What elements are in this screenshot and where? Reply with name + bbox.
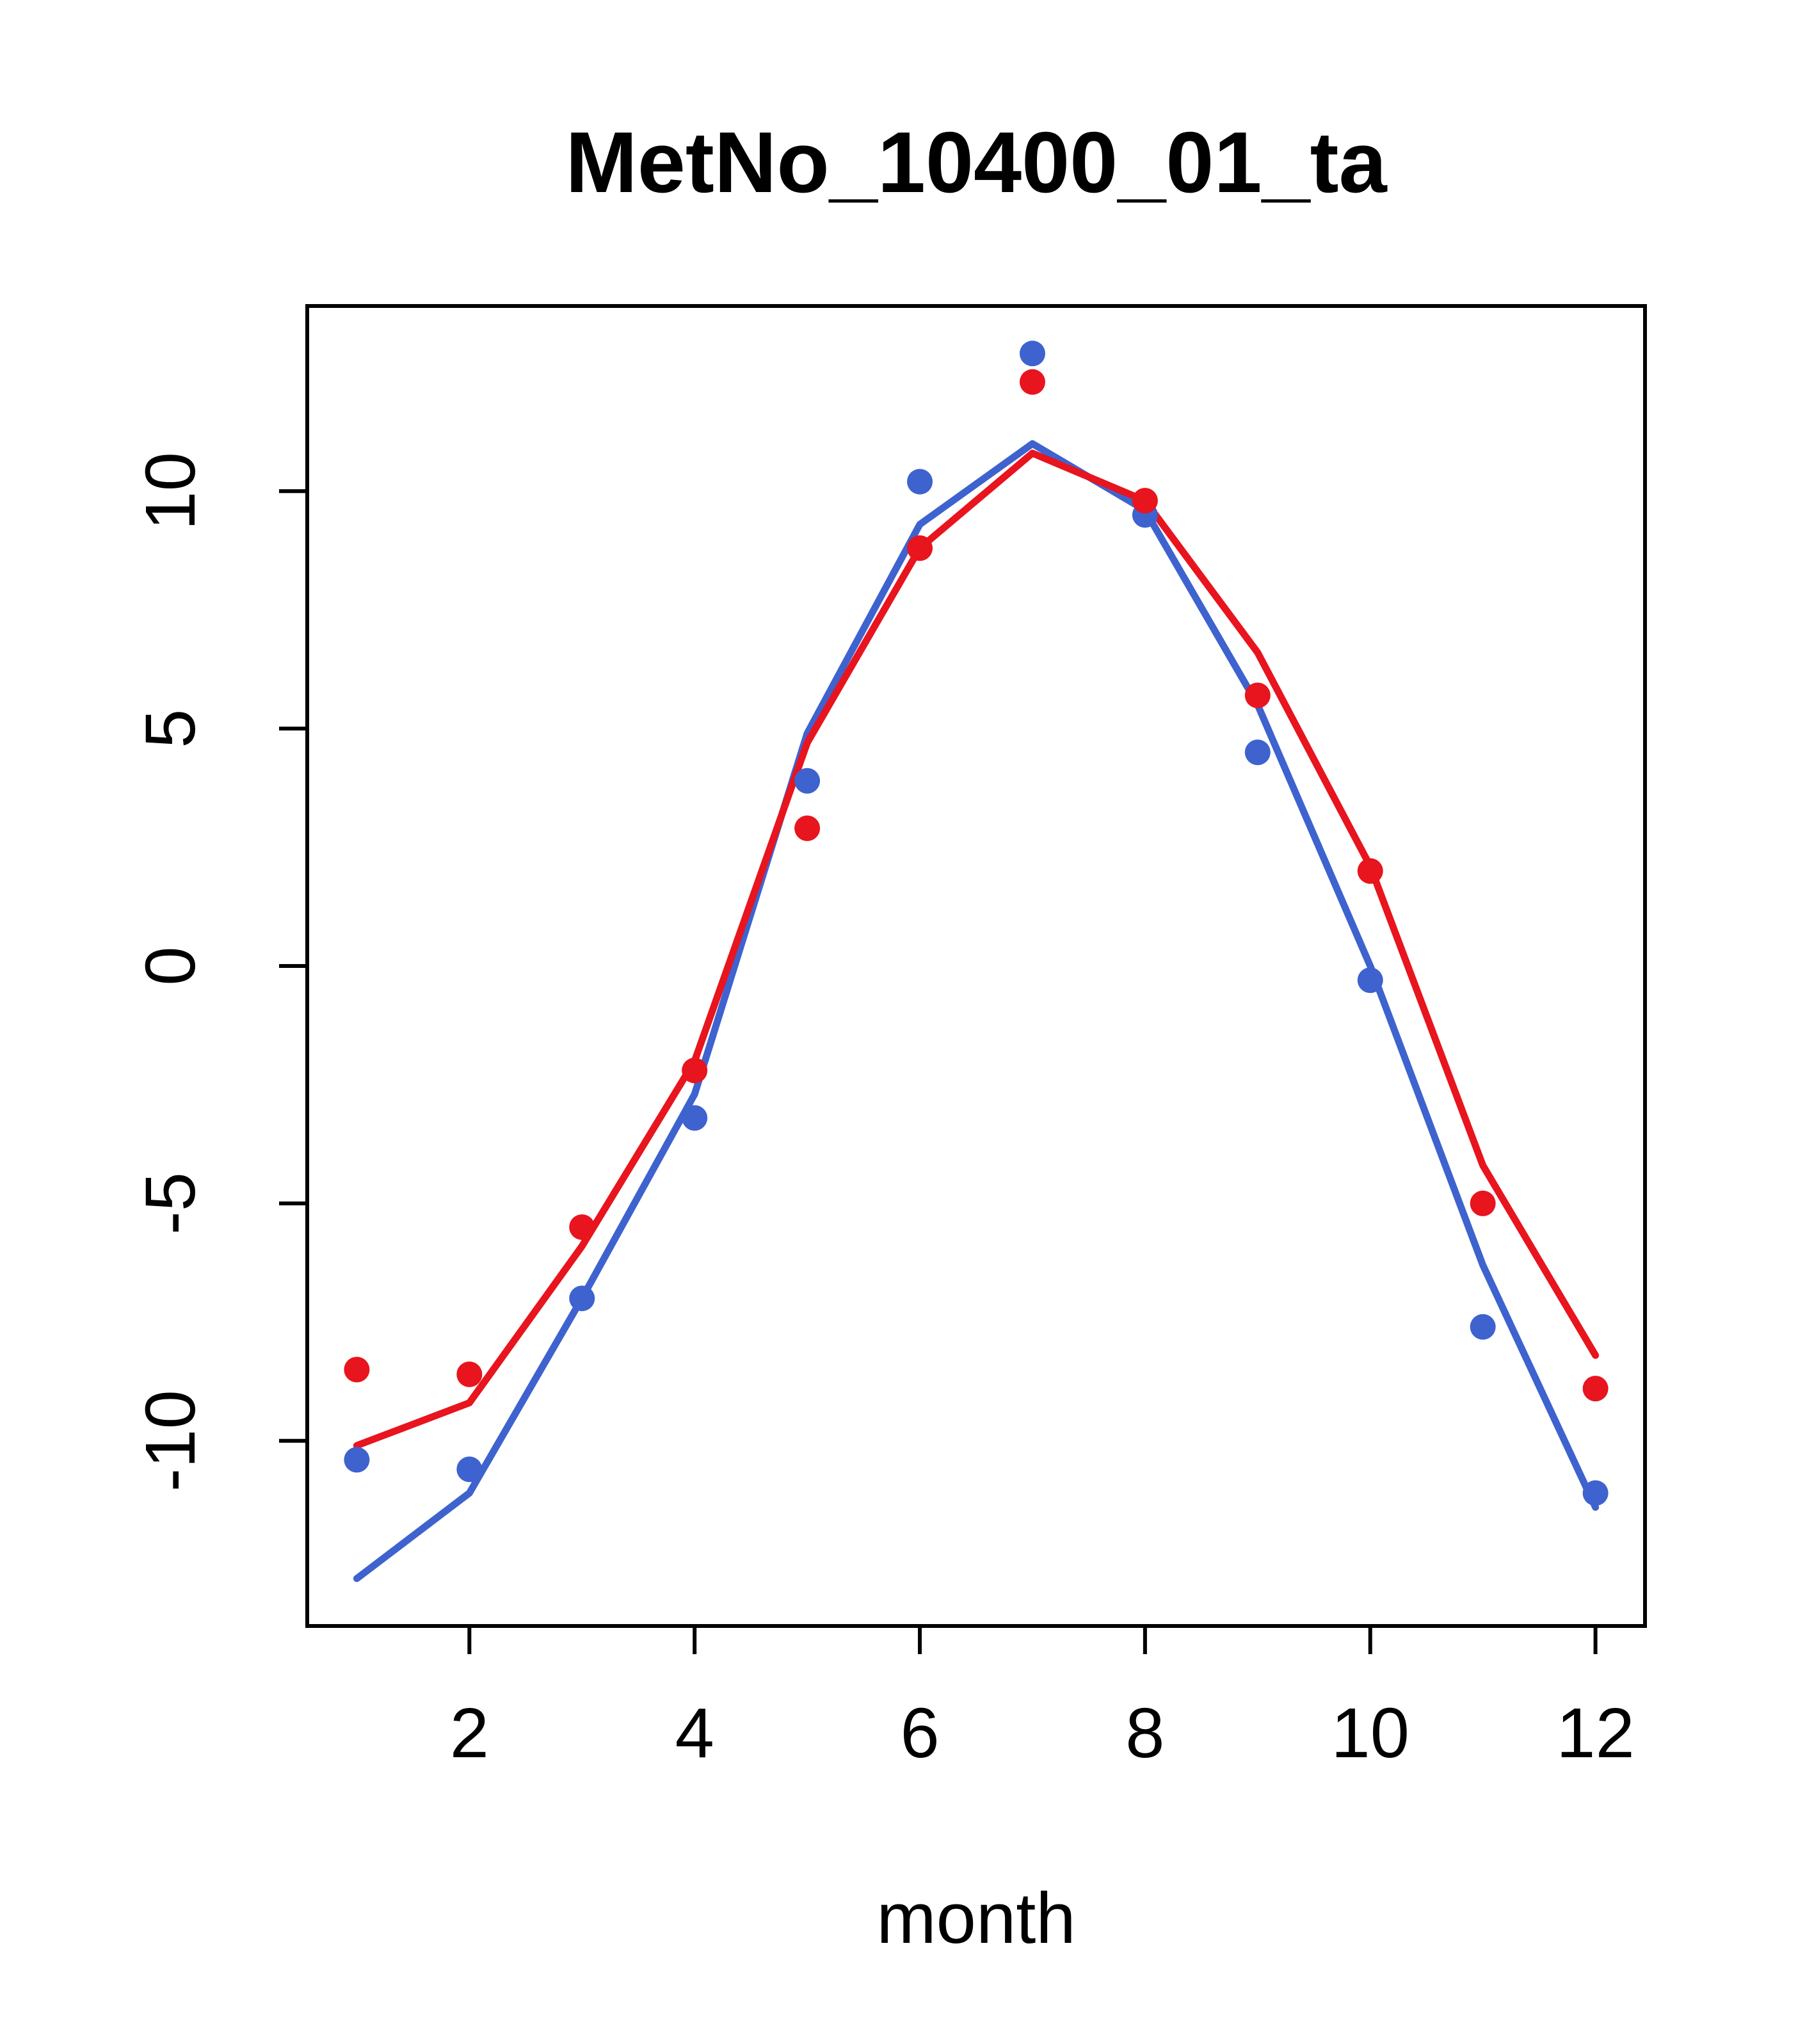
x-axis-tick-label: 6: [900, 1694, 939, 1773]
blue-points-month-10: [1357, 967, 1383, 994]
red-points-month-4: [682, 1058, 708, 1084]
blue-points-month-4: [682, 1105, 708, 1131]
x-axis-tick-label: 8: [1125, 1694, 1164, 1773]
red-points-month-10: [1357, 858, 1383, 884]
chart-title: MetNo_10400_01_ta: [565, 114, 1387, 211]
blue-points-month-9: [1244, 739, 1271, 766]
x-axis-label: month: [876, 1878, 1075, 1958]
y-axis-tick-label: -5: [131, 1172, 210, 1235]
blue-points-month-12: [1582, 1480, 1609, 1506]
blue-points-month-2: [456, 1456, 483, 1483]
red-points-month-9: [1244, 682, 1271, 709]
red-points-month-12: [1582, 1376, 1609, 1402]
y-axis-tick-label: 5: [131, 709, 210, 748]
red-points-month-2: [456, 1361, 483, 1387]
blue-points-month-7: [1019, 341, 1045, 367]
red-points-month-6: [907, 535, 933, 561]
plot-area: 2 4 6 8 10 12 -10 -5 0 5 10: [131, 304, 1647, 1773]
y-axis-tick-label: 10: [131, 452, 210, 530]
blue-points-month-3: [569, 1285, 595, 1312]
blue-line: [353, 440, 1600, 1582]
red-points-month-3: [569, 1214, 595, 1240]
red-line: [353, 449, 1600, 1449]
x-axis-tick-label: 10: [1331, 1694, 1409, 1773]
red-points-month-11: [1470, 1190, 1496, 1216]
y-axis-tick-label: 0: [131, 946, 210, 985]
red-points-month-1: [344, 1356, 370, 1383]
y-axis-tick-label: -10: [131, 1390, 210, 1492]
blue-points-month-1: [344, 1447, 370, 1473]
red-points-month-7: [1019, 369, 1045, 395]
blue-points-month-5: [794, 768, 821, 794]
x-axis-tick-label: 4: [675, 1694, 714, 1773]
blue-points-month-6: [907, 469, 933, 495]
red-points-month-5: [794, 815, 821, 841]
x-axis-tick-label: 12: [1556, 1694, 1634, 1773]
x-axis-tick-label: 2: [450, 1694, 489, 1773]
red-points-month-8: [1132, 488, 1158, 514]
blue-points-month-11: [1470, 1314, 1496, 1340]
